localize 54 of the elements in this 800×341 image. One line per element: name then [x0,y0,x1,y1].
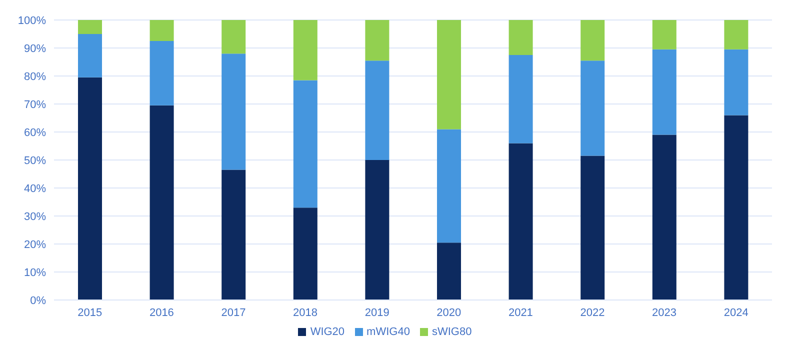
bar [150,20,174,41]
legend-label: WIG20 [310,326,345,338]
bar [437,20,461,130]
bar [437,129,461,243]
x-tick-label: 2016 [149,306,174,319]
bar [652,49,676,135]
bar [437,242,461,300]
x-tick-label: 2017 [221,306,246,319]
bar [78,77,102,300]
y-tick-label: 100% [18,14,46,27]
x-tick-label: 2018 [293,306,318,319]
bar [222,20,246,54]
bar [78,20,102,34]
x-tick-label: 2024 [724,306,748,319]
y-tick-label: 20% [24,238,46,251]
bar [724,49,748,116]
bar [652,134,676,300]
bar [365,160,390,300]
bar [150,105,174,300]
y-tick-label: 90% [24,42,46,55]
bar [365,20,390,61]
bar [293,208,318,300]
bar [293,20,318,80]
bar [580,156,605,300]
y-tick-label: 40% [24,182,46,195]
x-tick-label: 2015 [78,306,102,319]
legend-label: mWIG40 [366,326,410,338]
bar [365,60,390,160]
bar [150,41,174,106]
y-tick-label: 10% [24,266,46,279]
x-tick-label: 2020 [436,306,462,319]
bar [724,20,748,50]
y-tick-label: 70% [24,98,46,111]
bar [580,20,605,61]
bar [508,143,533,300]
y-tick-label: 60% [24,126,46,139]
bar [293,80,318,208]
bar [508,20,533,55]
x-tick-label: 2022 [580,306,605,319]
y-tick-label: 80% [24,70,46,83]
bar [508,55,533,144]
y-tick-label: 30% [24,210,46,223]
bar [724,115,748,300]
bar [222,170,246,300]
bar [222,54,246,170]
bar [580,60,605,156]
y-tick-label: 0% [30,294,46,307]
x-tick-label: 2019 [364,306,390,319]
legend-label: sWIG80 [432,326,472,338]
y-tick-label: 50% [24,154,46,167]
bar [652,20,676,50]
bar [78,34,102,78]
x-tick-label: 2021 [508,306,533,319]
x-tick-label: 2023 [652,306,677,319]
